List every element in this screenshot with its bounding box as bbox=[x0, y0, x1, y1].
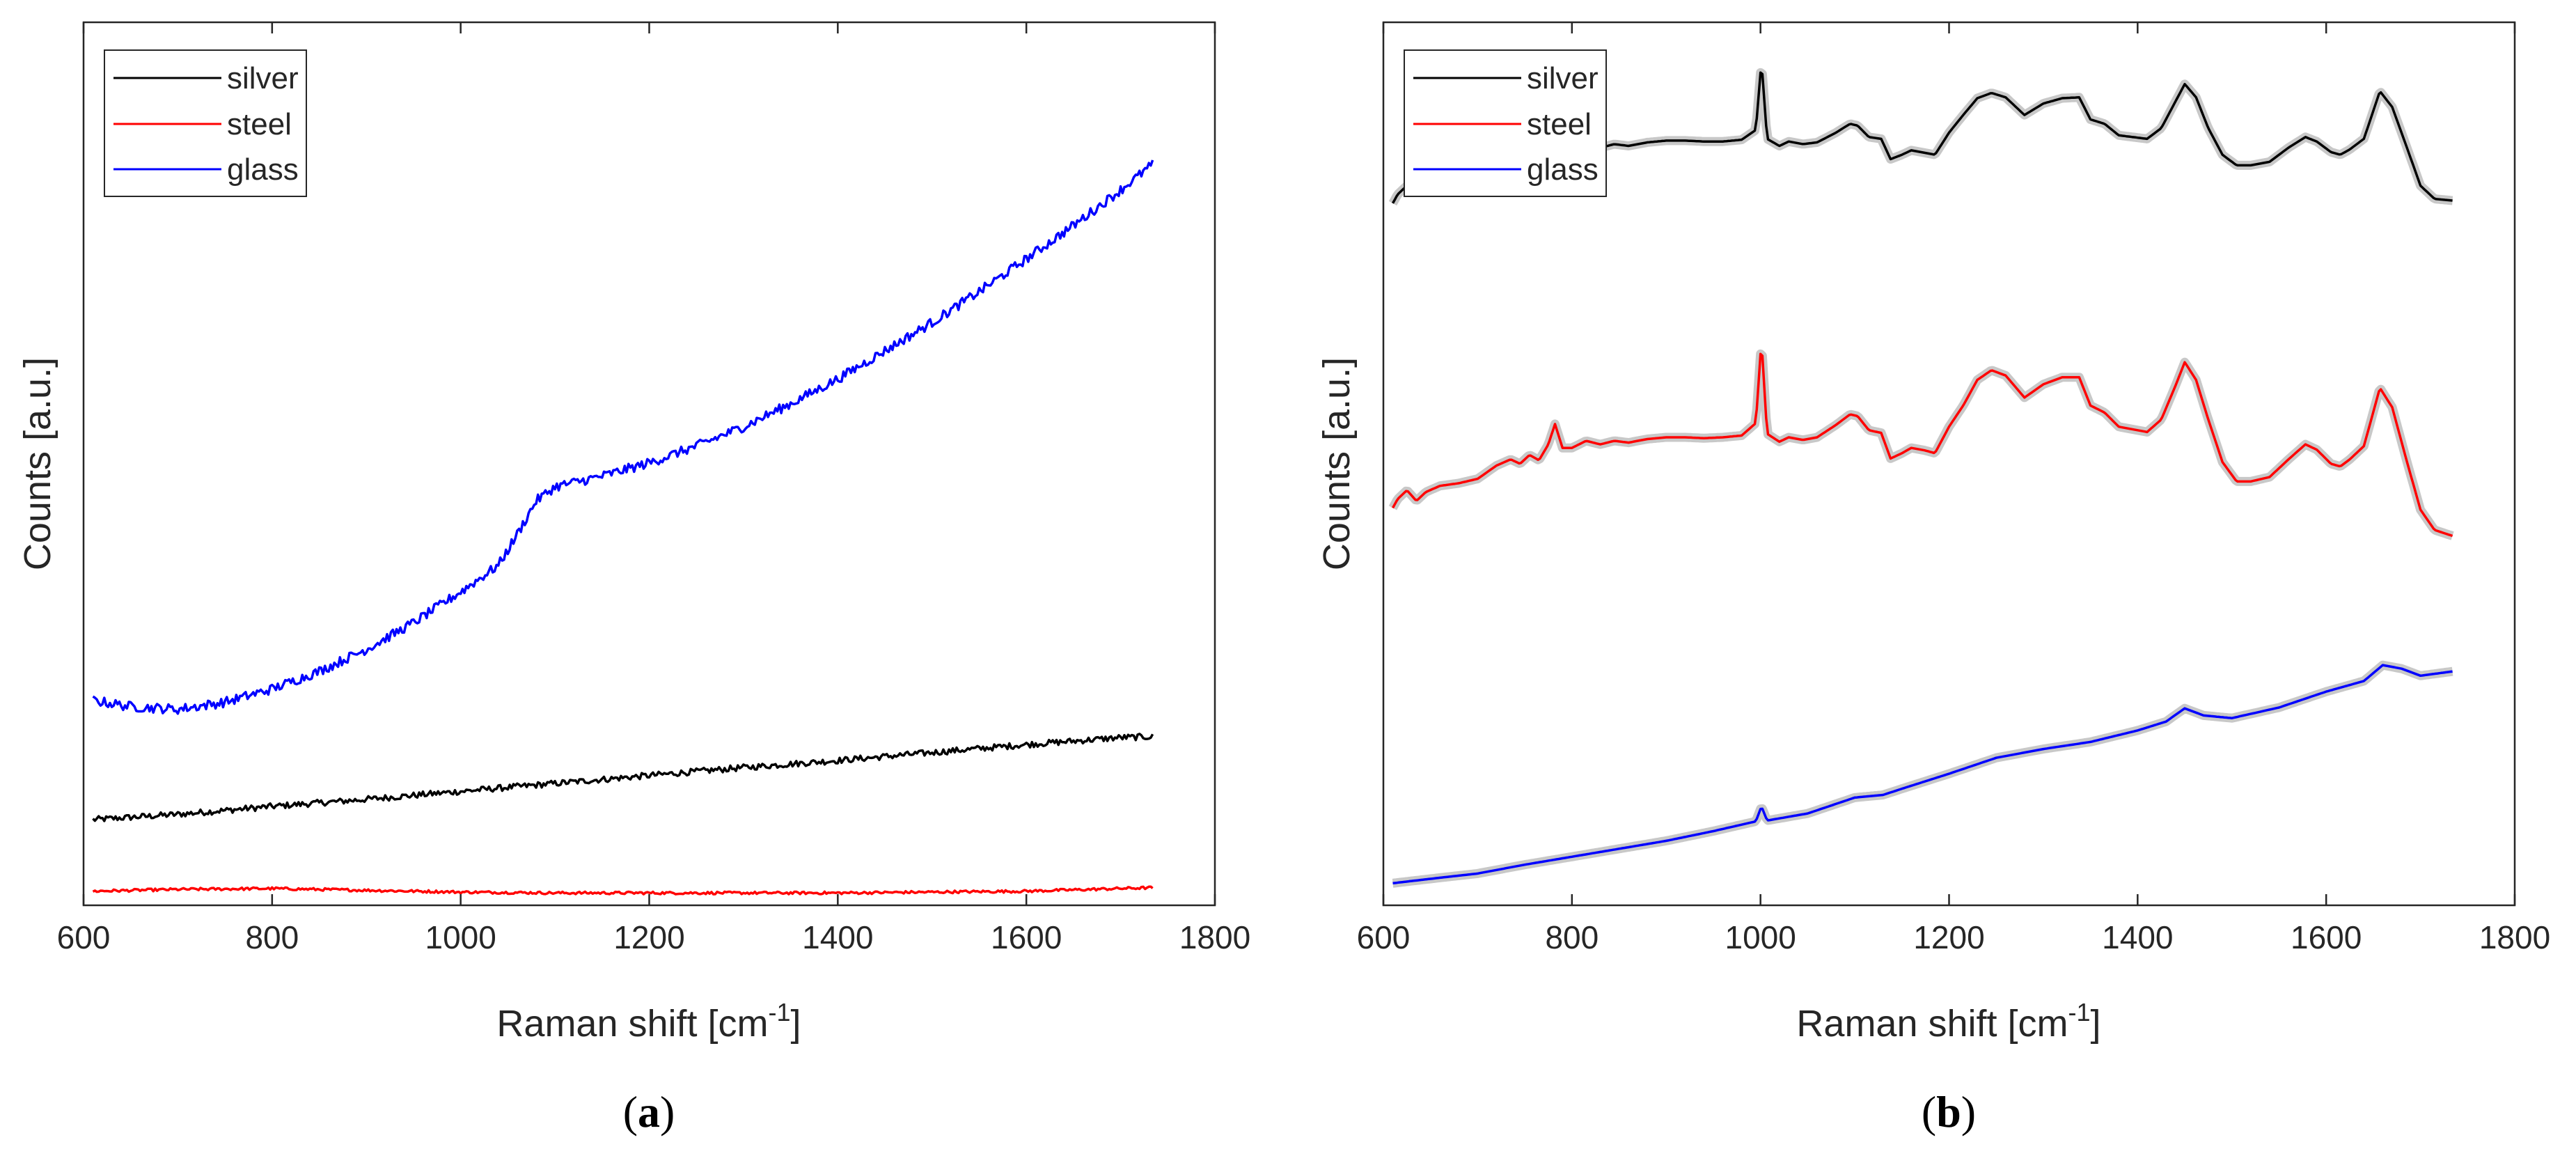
x-tick-label-1200-b: 1200 bbox=[1913, 919, 1984, 955]
legend-b: silver steel glass bbox=[1404, 49, 1607, 197]
x-axis-b: 600 800 1000 1200 1400 1600 1800 bbox=[1357, 22, 2550, 955]
legend-item-glass-a: glass bbox=[113, 153, 299, 187]
y-axis-title-a: Counts [a.u.] bbox=[17, 357, 58, 570]
legend-label-steel-a: steel bbox=[227, 107, 292, 141]
x-tick-label-800-a: 800 bbox=[245, 919, 299, 955]
x-tick-label-1000-b: 1000 bbox=[1725, 919, 1796, 955]
x-tick-label-1600-b: 1600 bbox=[2291, 919, 2362, 955]
panel-a: 600 800 1000 1200 1400 1600 1800 Raman shift [… bbox=[17, 21, 1250, 1137]
panel-label-b: (b) bbox=[1922, 1087, 1976, 1137]
x-tick-label-1400-a: 1400 bbox=[802, 919, 873, 955]
legend-label-steel-b: steel bbox=[1527, 107, 1592, 141]
legend-a: silver steel glass bbox=[104, 49, 307, 197]
legend-label-glass-b: glass bbox=[1527, 153, 1599, 187]
x-axis-a: 600 800 1000 1200 1400 1600 1800 bbox=[57, 22, 1250, 955]
x-tick-label-1400-b: 1400 bbox=[2102, 919, 2173, 955]
series-group-a bbox=[92, 159, 1154, 896]
series-line-steel-b bbox=[1391, 352, 2453, 538]
legend-item-steel-a: steel bbox=[113, 107, 292, 141]
series-line-steel-a bbox=[92, 885, 1154, 896]
legend-label-silver-b: silver bbox=[1527, 61, 1599, 95]
x-tick-label-800-b: 800 bbox=[1545, 919, 1599, 955]
legend-item-glass-b: glass bbox=[1413, 153, 1599, 187]
x-tick-label-1800-a: 1800 bbox=[1179, 919, 1250, 955]
x-tick-label-600-a: 600 bbox=[57, 919, 111, 955]
x-axis-title-a: Raman shift [cm-1] bbox=[496, 998, 801, 1045]
x-axis-title-b: Raman shift [cm-1] bbox=[1796, 998, 2100, 1045]
panel-b: 600 800 1000 1200 1400 1600 1800 Raman shift [… bbox=[1316, 21, 2550, 1137]
series-line-silver-a bbox=[92, 733, 1154, 822]
legend-label-silver-a: silver bbox=[227, 61, 299, 95]
legend-item-silver-a: silver bbox=[113, 61, 299, 95]
panel-label-a: (a) bbox=[623, 1087, 675, 1137]
x-tick-label-1800-b: 1800 bbox=[2479, 919, 2550, 955]
series-line-glass-b bbox=[1392, 664, 2453, 885]
x-tick-label-1600-a: 1600 bbox=[991, 919, 1062, 955]
legend-item-silver-b: silver bbox=[1413, 61, 1599, 95]
legend-label-glass-a: glass bbox=[227, 153, 299, 187]
x-tick-label-1200-a: 1200 bbox=[613, 919, 684, 955]
x-tick-label-1000-a: 1000 bbox=[425, 919, 496, 955]
series-line-glass-a bbox=[92, 159, 1154, 715]
legend-item-steel-b: steel bbox=[1413, 107, 1592, 141]
y-axis-title-b: Counts [a.u.] bbox=[1316, 357, 1358, 570]
x-tick-label-600-b: 600 bbox=[1357, 919, 1411, 955]
